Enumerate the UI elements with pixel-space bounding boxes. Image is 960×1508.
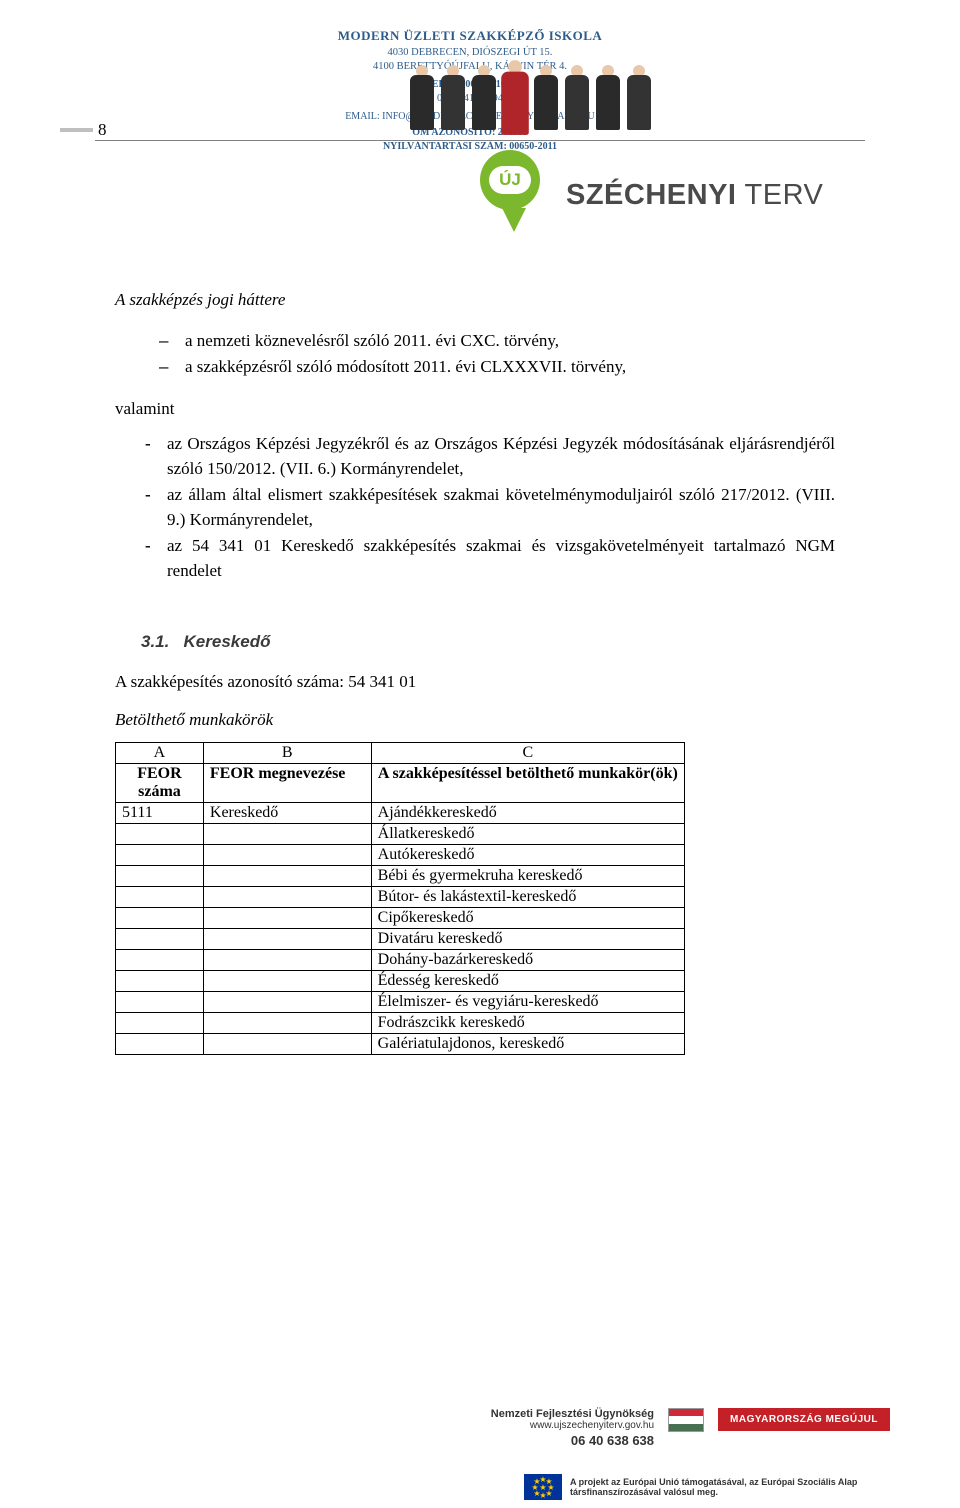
subsection-heading: 3.1. Kereskedő [115,632,835,652]
dash-list: a nemzeti köznevelésről szóló 2011. évi … [115,328,835,381]
hungary-flag-icon [668,1408,704,1432]
table-row: Galériatulajdonos, kereskedő [116,1033,685,1054]
cell-position: Autókereskedő [371,844,684,865]
table-row: Bébi és gyermekruha kereskedő [116,865,685,886]
table-row: Állatkereskedő [116,823,685,844]
positions-table: A B C FEOR száma FEOR megnevezése A szak… [115,742,685,1055]
megujul-badge: MAGYARORSZÁG MEGÚJUL [718,1408,890,1431]
page-number-line [60,128,93,132]
bullet-item: az állam által elismert szakképesítések … [145,482,835,533]
cell-position: Cipőkereskedő [371,907,684,928]
feor-header-c: A szakképesítéssel betölthető munkakör(ö… [371,763,684,802]
table-row: Dohány-bazárkereskedő [116,949,685,970]
subsection-number: 3.1. [141,632,169,651]
cell-feor-num: 5111 [116,802,204,823]
cell-feor-name: Kereskedő [203,802,371,823]
agency-title: Nemzeti Fejlesztési Ügynökség [491,1408,654,1420]
main-content: A szakképzés jogi háttere a nemzeti közn… [115,290,835,1055]
table-row: Fodrászcikk kereskedő [116,1012,685,1033]
table-row: Divatáru kereskedő [116,928,685,949]
table-head-b: B [203,742,371,763]
cell-position: Fodrászcikk kereskedő [371,1012,684,1033]
cell-position: Dohány-bazárkereskedő [371,949,684,970]
szechenyi-bold: SZÉCHENYI [566,179,736,211]
szechenyi-light: TERV [736,179,823,211]
cell-position: Állatkereskedő [371,823,684,844]
bullet-item: az 54 341 01 Kereskedő szakképesítés sza… [145,533,835,584]
cell-position: Édesség kereskedő [371,970,684,991]
footer-eu-block: A projekt az Európai Unió támogatásával,… [524,1474,890,1500]
table-row: Bútor- és lakástextil-kereskedő [116,886,685,907]
table-title: Betölthető munkakörök [115,710,835,730]
dash-item: a szakképzésről szóló módosított 2011. é… [159,354,835,380]
table-row: 5111 Kereskedő Ajándékkereskedő [116,802,685,823]
cell-position: Élelmiszer- és vegyiáru-kereskedő [371,991,684,1012]
page-number: 8 [98,120,107,140]
cell-position: Galériatulajdonos, kereskedő [371,1033,684,1054]
table-head-c: C [371,742,684,763]
table-row: Élelmiszer- és vegyiáru-kereskedő [116,991,685,1012]
section-title: A szakképzés jogi háttere [115,290,835,310]
feor-header-b: FEOR megnevezése [203,763,371,802]
table-row: Cipőkereskedő [116,907,685,928]
header-divider [95,140,865,141]
szechenyi-title: SZÉCHENYI TERV [566,179,823,212]
bullet-list: az Országos Képzési Jegyzékről és az Ors… [115,431,835,584]
cell-position: Ajándékkereskedő [371,802,684,823]
cell-position: Bútor- és lakástextil-kereskedő [371,886,684,907]
dash-item: a nemzeti köznevelésről szóló 2011. évi … [159,328,835,354]
feor-header-a: FEOR száma [116,763,204,802]
table-head-a: A [116,742,204,763]
eu-flag-icon [524,1474,562,1500]
table-row: Édesség kereskedő [116,970,685,991]
table-row: FEOR száma FEOR megnevezése A szakképesí… [116,763,685,802]
cell-position: Bébi és gyermekruha kereskedő [371,865,684,886]
eu-disclaimer: A projekt az Európai Unió támogatásával,… [570,1477,890,1497]
table-row: A B C [116,742,685,763]
people-illustration [390,20,670,130]
qualification-id: A szakképesítés azonosító száma: 54 341 … [115,672,835,692]
szechenyi-badge-icon: ÚJ [480,150,548,240]
badge-text: ÚJ [489,166,531,194]
agency-phone: 06 40 638 638 [491,1433,654,1448]
table-row: Autókereskedő [116,844,685,865]
agency-url: www.ujszechenyiterv.gov.hu [491,1420,654,1431]
valamint-text: valamint [115,399,835,419]
bullet-item: az Országos Képzési Jegyzékről és az Ors… [145,431,835,482]
footer-agency-block: Nemzeti Fejlesztési Ügynökség www.ujszec… [491,1408,654,1448]
subsection-title: Kereskedő [184,632,271,651]
cell-position: Divatáru kereskedő [371,928,684,949]
szechenyi-logo-block: ÚJ SZÉCHENYI TERV [480,150,900,240]
